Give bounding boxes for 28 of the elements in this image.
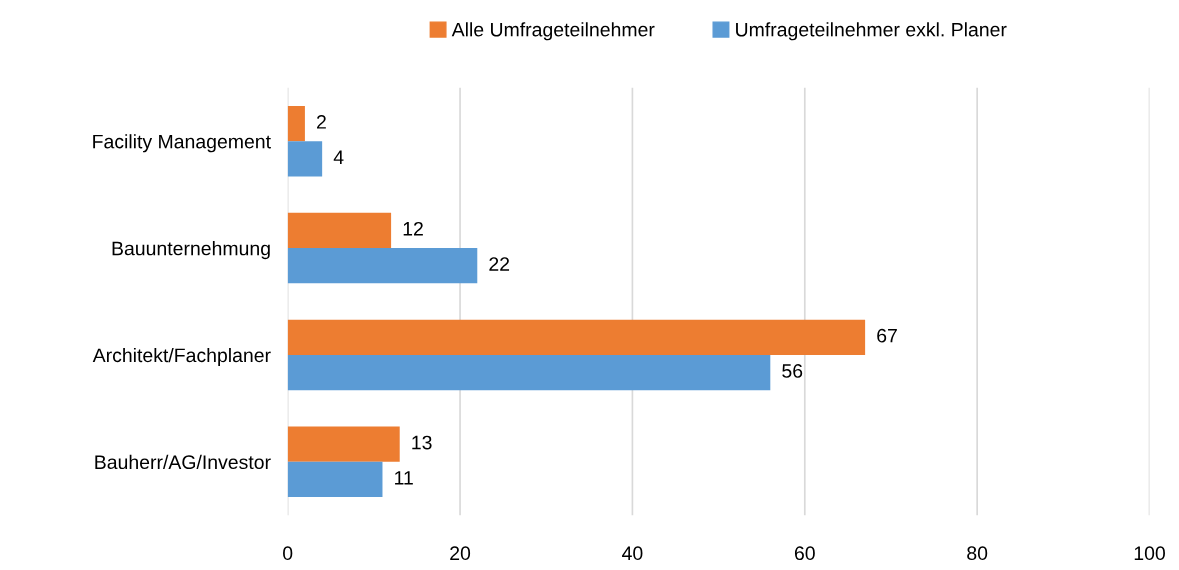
bar (287, 461, 383, 498)
data-label: 22 (489, 257, 510, 271)
bar (287, 354, 771, 391)
legend-label: Umfrageteilnehmer exkl. Planer (736, 22, 1007, 41)
y-tick-label: Facility Management (93, 134, 271, 153)
y-tick-label: Bauunternehmung (112, 241, 270, 260)
x-tick-label: 40 (622, 546, 643, 561)
y-tick-label: Bauherr/AG/Investor (95, 454, 271, 470)
data-label: 12 (403, 221, 423, 236)
data-label: 67 (877, 328, 897, 343)
x-tick-label: 0 (283, 546, 293, 561)
bar (287, 141, 323, 177)
bar (287, 426, 400, 462)
x-tick-label: 20 (450, 546, 471, 561)
x-tick-label: 60 (794, 546, 815, 561)
bar (287, 212, 392, 249)
data-label: 13 (412, 435, 432, 450)
x-tick-label: 100 (1134, 546, 1165, 561)
data-label: 11 (395, 471, 413, 485)
legend-label: Alle Umfrageteilnehmer (451, 22, 655, 41)
bar (287, 248, 478, 284)
bar (287, 319, 866, 355)
data-label: 4 (333, 150, 344, 164)
y-tick-label: Architekt/Fachplaner (92, 347, 271, 367)
x-tick-label: 80 (967, 546, 988, 561)
data-label: 56 (782, 364, 803, 378)
data-label: 2 (317, 115, 326, 129)
bar (287, 105, 305, 142)
